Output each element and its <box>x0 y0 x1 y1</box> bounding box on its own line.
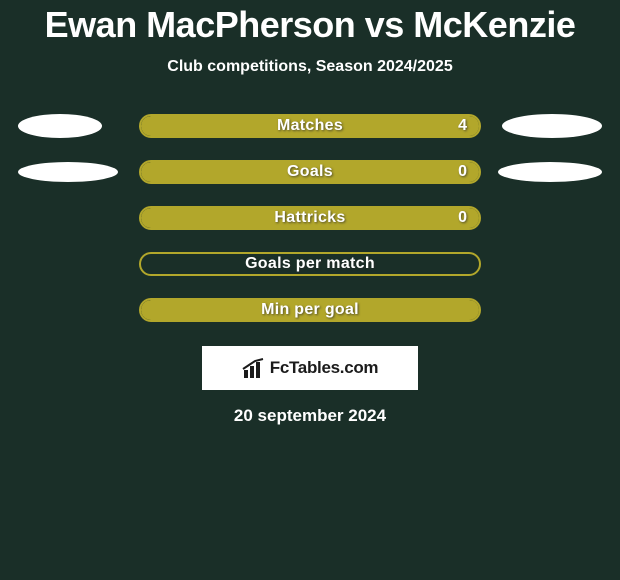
stat-label: Matches <box>141 117 479 135</box>
stat-row-goals-per-match: Goals per match <box>0 252 620 276</box>
stat-label: Goals per match <box>141 255 479 273</box>
stat-bar: Goals per match <box>139 252 481 276</box>
stat-row-min-per-goal: Min per goal <box>0 298 620 322</box>
comparison-infographic: Ewan MacPherson vs McKenzie Club competi… <box>0 0 620 426</box>
stat-row-goals: Goals 0 <box>0 160 620 184</box>
right-ellipse <box>498 162 602 182</box>
stat-value: 0 <box>458 209 467 227</box>
stat-bar: Hattricks 0 <box>139 206 481 230</box>
subtitle: Club competitions, Season 2024/2025 <box>167 58 452 76</box>
chart-icon <box>242 358 266 378</box>
stat-label: Hattricks <box>141 209 479 227</box>
logo-text: FcTables.com <box>270 358 379 378</box>
stat-value: 0 <box>458 163 467 181</box>
stat-label: Min per goal <box>141 301 479 319</box>
logo-box: FcTables.com <box>202 346 418 390</box>
left-ellipse <box>18 162 118 182</box>
stat-bar: Matches 4 <box>139 114 481 138</box>
stat-row-hattricks: Hattricks 0 <box>0 206 620 230</box>
left-ellipse <box>18 114 102 138</box>
stat-bar: Min per goal <box>139 298 481 322</box>
stat-label: Goals <box>141 163 479 181</box>
stat-bar: Goals 0 <box>139 160 481 184</box>
date-text: 20 september 2024 <box>234 406 386 426</box>
right-ellipse <box>502 114 602 138</box>
stat-row-matches: Matches 4 <box>0 114 620 138</box>
stat-value: 4 <box>458 117 467 135</box>
page-title: Ewan MacPherson vs McKenzie <box>45 4 576 46</box>
stat-rows: Matches 4 Goals 0 Hattricks 0 <box>0 114 620 322</box>
